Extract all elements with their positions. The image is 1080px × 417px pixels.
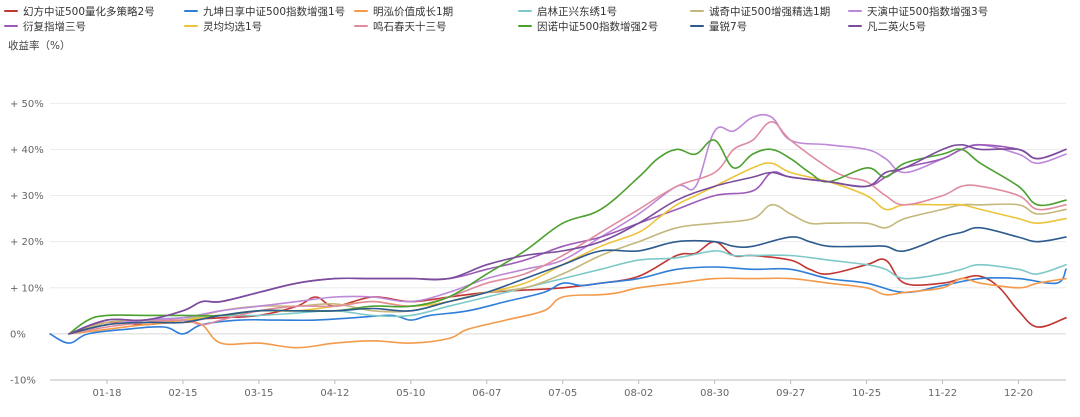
legend-item[interactable]: 启林正兴东绣1号 xyxy=(518,4,617,18)
legend-swatch xyxy=(184,25,198,27)
x-tick-label: 08-02 xyxy=(624,388,653,399)
legend-item[interactable]: 诚奇中证500增强精选1期 xyxy=(690,4,830,18)
series-line xyxy=(68,203,1067,335)
x-tick-label: 04-12 xyxy=(320,388,349,399)
x-tick-label: 03-15 xyxy=(244,388,273,399)
legend-item[interactable]: 天演中证500指数增强3号 xyxy=(848,4,988,18)
legend-swatch xyxy=(518,25,532,27)
series-lines xyxy=(49,113,1067,349)
y-tick-label: + 20% xyxy=(10,237,44,248)
x-tick-label: 07-05 xyxy=(548,388,577,399)
y-tick-label: + 30% xyxy=(10,191,44,202)
x-tick-label: 12-20 xyxy=(1004,388,1033,399)
legend-swatch xyxy=(518,10,532,12)
legend-item[interactable]: 灵均均选1号 xyxy=(184,19,262,33)
x-ticks: 01-18 02-15 03-15 04-12 05-10 06-07 07-05 08-02… xyxy=(50,379,1066,399)
legend-item[interactable]: 幻方中证500量化多策略2号 xyxy=(4,4,155,18)
legend-item[interactable]: 鸣石春天十三号 xyxy=(354,19,447,33)
legend-item[interactable]: 九坤日享中证500指数增强1号 xyxy=(184,4,345,18)
legend-label: 衍复指增三号 xyxy=(23,20,86,33)
legend-label: 因诺中证500指数增强2号 xyxy=(537,20,659,33)
x-tick-label: 02-15 xyxy=(168,388,197,399)
legend-swatch xyxy=(354,25,368,27)
legend-label: 诚奇中证500增强精选1期 xyxy=(709,5,831,18)
series-line xyxy=(68,226,1067,335)
series-line xyxy=(68,162,1067,335)
x-tick-label: 06-07 xyxy=(472,388,501,399)
x-tick-label: 05-10 xyxy=(396,388,425,399)
legend-item[interactable]: 衍复指增三号 xyxy=(4,19,86,33)
series-line xyxy=(68,250,1067,335)
series-line xyxy=(49,266,1067,344)
series-line xyxy=(68,240,1067,335)
grid xyxy=(50,102,1066,381)
legend: 幻方中证500量化多策略2号 九坤日享中证500指数增强1号 明泓价值成长1期 启林正… xyxy=(0,0,1080,36)
series-line xyxy=(68,144,1067,335)
legend-label: 凡二英火5号 xyxy=(867,20,927,33)
x-tick-label: 01-18 xyxy=(92,388,121,399)
y-tick-label: + 10% xyxy=(10,283,44,294)
x-tick-label: 09-27 xyxy=(776,388,805,399)
y-ticks: -10% 0% + 10% + 20% + 30% + 40% + 50% xyxy=(10,99,44,387)
y-tick-label: 0% xyxy=(10,329,26,340)
legend-label: 鸣石春天十三号 xyxy=(373,20,447,33)
series-line xyxy=(68,121,1067,335)
legend-swatch xyxy=(354,10,368,12)
series-line xyxy=(68,113,1067,335)
legend-label: 明泓价值成长1期 xyxy=(373,5,454,18)
x-tick-label: 11-22 xyxy=(928,388,957,399)
legend-swatch xyxy=(4,25,18,27)
legend-item[interactable]: 明泓价值成长1期 xyxy=(354,4,453,18)
legend-label: 九坤日享中证500指数增强1号 xyxy=(203,5,346,18)
legend-item[interactable]: 凡二英火5号 xyxy=(848,19,926,33)
x-tick-label: 08-30 xyxy=(700,388,729,399)
legend-swatch xyxy=(848,25,862,27)
legend-label: 灵均均选1号 xyxy=(203,20,263,33)
series-line xyxy=(68,277,1067,349)
legend-swatch xyxy=(184,10,198,12)
y-tick-label: + 40% xyxy=(10,145,44,156)
legend-swatch xyxy=(4,10,18,12)
y-tick-label: + 50% xyxy=(10,99,44,110)
series-line xyxy=(68,144,1067,335)
y-axis-label: 收益率（%） xyxy=(8,40,71,52)
legend-label: 启林正兴东绣1号 xyxy=(537,5,618,18)
legend-swatch xyxy=(690,25,704,27)
legend-swatch xyxy=(690,10,704,12)
legend-item[interactable]: 因诺中证500指数增强2号 xyxy=(518,19,658,33)
legend-item[interactable]: 量锐7号 xyxy=(690,19,747,33)
legend-label: 幻方中证500量化多策略2号 xyxy=(23,5,155,18)
y-tick-label: -10% xyxy=(10,376,36,387)
legend-swatch xyxy=(848,10,862,12)
x-tick-label: 10-25 xyxy=(852,388,881,399)
legend-label: 量锐7号 xyxy=(709,20,748,33)
legend-label: 天演中证500指数增强3号 xyxy=(867,5,989,18)
